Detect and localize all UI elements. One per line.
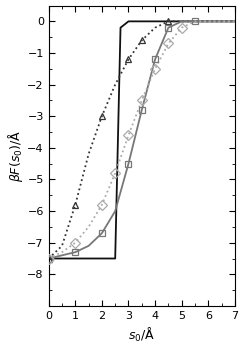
Y-axis label: $\beta F(s_0)$/Å: $\beta F(s_0)$/Å (6, 130, 25, 182)
X-axis label: $s_0$/Å: $s_0$/Å (128, 326, 155, 344)
